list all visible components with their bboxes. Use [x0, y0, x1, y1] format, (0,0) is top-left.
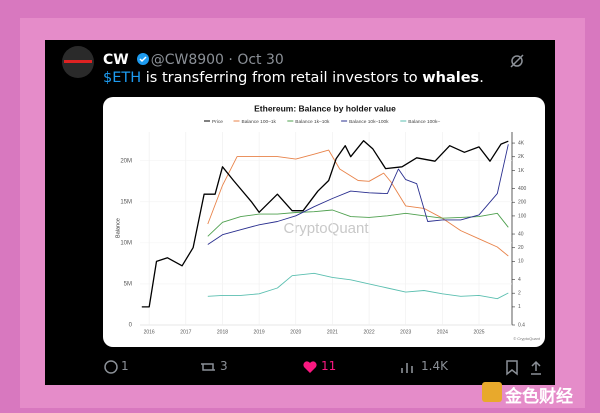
view-count[interactable]: 1.4K — [421, 359, 448, 373]
series-line — [141, 140, 509, 308]
reply-icon[interactable] — [104, 360, 118, 374]
tweet-end: . — [479, 70, 484, 86]
y-tick-label: 15M — [120, 199, 132, 205]
x-tick-label: 2022 — [364, 329, 375, 335]
x-tick-label: 2020 — [290, 329, 301, 335]
tweet-header: CW @CW8900 · Oct 30 — [103, 52, 284, 68]
verified-check — [139, 56, 147, 63]
y2-tick-label: 10 — [518, 259, 524, 265]
y-tick-label: 10M — [120, 240, 132, 246]
x-tick-label: 2023 — [400, 329, 411, 335]
y-tick-label: 20M — [120, 158, 132, 164]
y2-tick-label: 1 — [518, 304, 521, 310]
reply-count[interactable]: 1 — [121, 359, 129, 373]
x-tick-label: 2025 — [473, 329, 484, 335]
chart-watermark: CryptoQuant — [283, 220, 369, 237]
tweet-body: is transferring from retail investors to — [141, 70, 423, 86]
y-tick-label: 0 — [129, 323, 133, 329]
x-tick-label: 2021 — [327, 329, 338, 335]
author-name[interactable]: CW — [103, 52, 129, 68]
y2-tick-label: 2K — [518, 154, 525, 160]
legend-label: Balance 10k–100k — [349, 119, 389, 125]
watermark: 金色财经 — [505, 387, 573, 407]
tweet-bold: whales — [422, 70, 480, 86]
y2-tick-label: 100 — [518, 213, 527, 219]
y2-tick-label: 20 — [518, 245, 524, 251]
y2-tick-label: 4K — [518, 140, 525, 146]
legend-label: Price — [212, 119, 223, 125]
watermark-logo — [482, 382, 502, 402]
y-tick-label: 5M — [124, 282, 132, 288]
x-tick-label: 2018 — [217, 329, 228, 335]
x-tick-label: 2024 — [437, 329, 448, 335]
author-handle[interactable]: @CW8900 — [150, 52, 224, 68]
y2-tick-label: 40 — [518, 231, 524, 237]
chart-image[interactable] — [103, 97, 545, 347]
y2-tick-label: 400 — [518, 186, 527, 192]
y2-tick-label: 2 — [518, 291, 521, 297]
separator: · — [228, 52, 233, 68]
grok-icon — [510, 54, 524, 68]
series-line — [207, 209, 509, 237]
legend-label: Balance 100k– — [408, 119, 440, 125]
chart: Ethereum: Balance by holder value Balanc… — [115, 103, 540, 341]
action-icons — [104, 360, 541, 402]
grok-icon[interactable] — [511, 55, 523, 67]
bookmark-icon[interactable] — [506, 360, 518, 376]
views-icon[interactable] — [401, 363, 413, 373]
y2-tick-label: 1K — [518, 168, 525, 174]
x-tick-label: 2016 — [144, 329, 155, 335]
x-tick-label: 2017 — [180, 329, 191, 335]
tweet-date[interactable]: Oct 30 — [237, 52, 284, 68]
chart-title: Ethereum: Balance by holder value — [254, 103, 396, 113]
series-line — [207, 144, 509, 245]
legend-label: Balance 1k–10k — [295, 119, 330, 125]
y-axis-label: Balance — [115, 218, 121, 238]
cashtag[interactable]: $ETH — [103, 70, 142, 86]
share-icon[interactable] — [531, 360, 541, 375]
retweet-icon[interactable] — [201, 363, 215, 371]
tweet-text: $ETH is transferring from retail investo… — [103, 70, 484, 86]
avatar-eyes — [64, 60, 92, 63]
series-line — [207, 149, 509, 257]
y2-tick-label: 200 — [518, 200, 527, 206]
legend-label: Balance 100–1k — [242, 119, 277, 125]
y2-tick-label: 4 — [518, 277, 521, 283]
y2-tick-label: 0.4 — [518, 322, 525, 328]
series-line — [207, 272, 509, 300]
chart-footer: © CryptoQuant — [513, 336, 541, 341]
x-tick-label: 2019 — [254, 329, 265, 335]
like-icon[interactable] — [303, 361, 317, 373]
like-count[interactable]: 11 — [321, 359, 337, 373]
retweet-count[interactable]: 3 — [220, 359, 228, 373]
